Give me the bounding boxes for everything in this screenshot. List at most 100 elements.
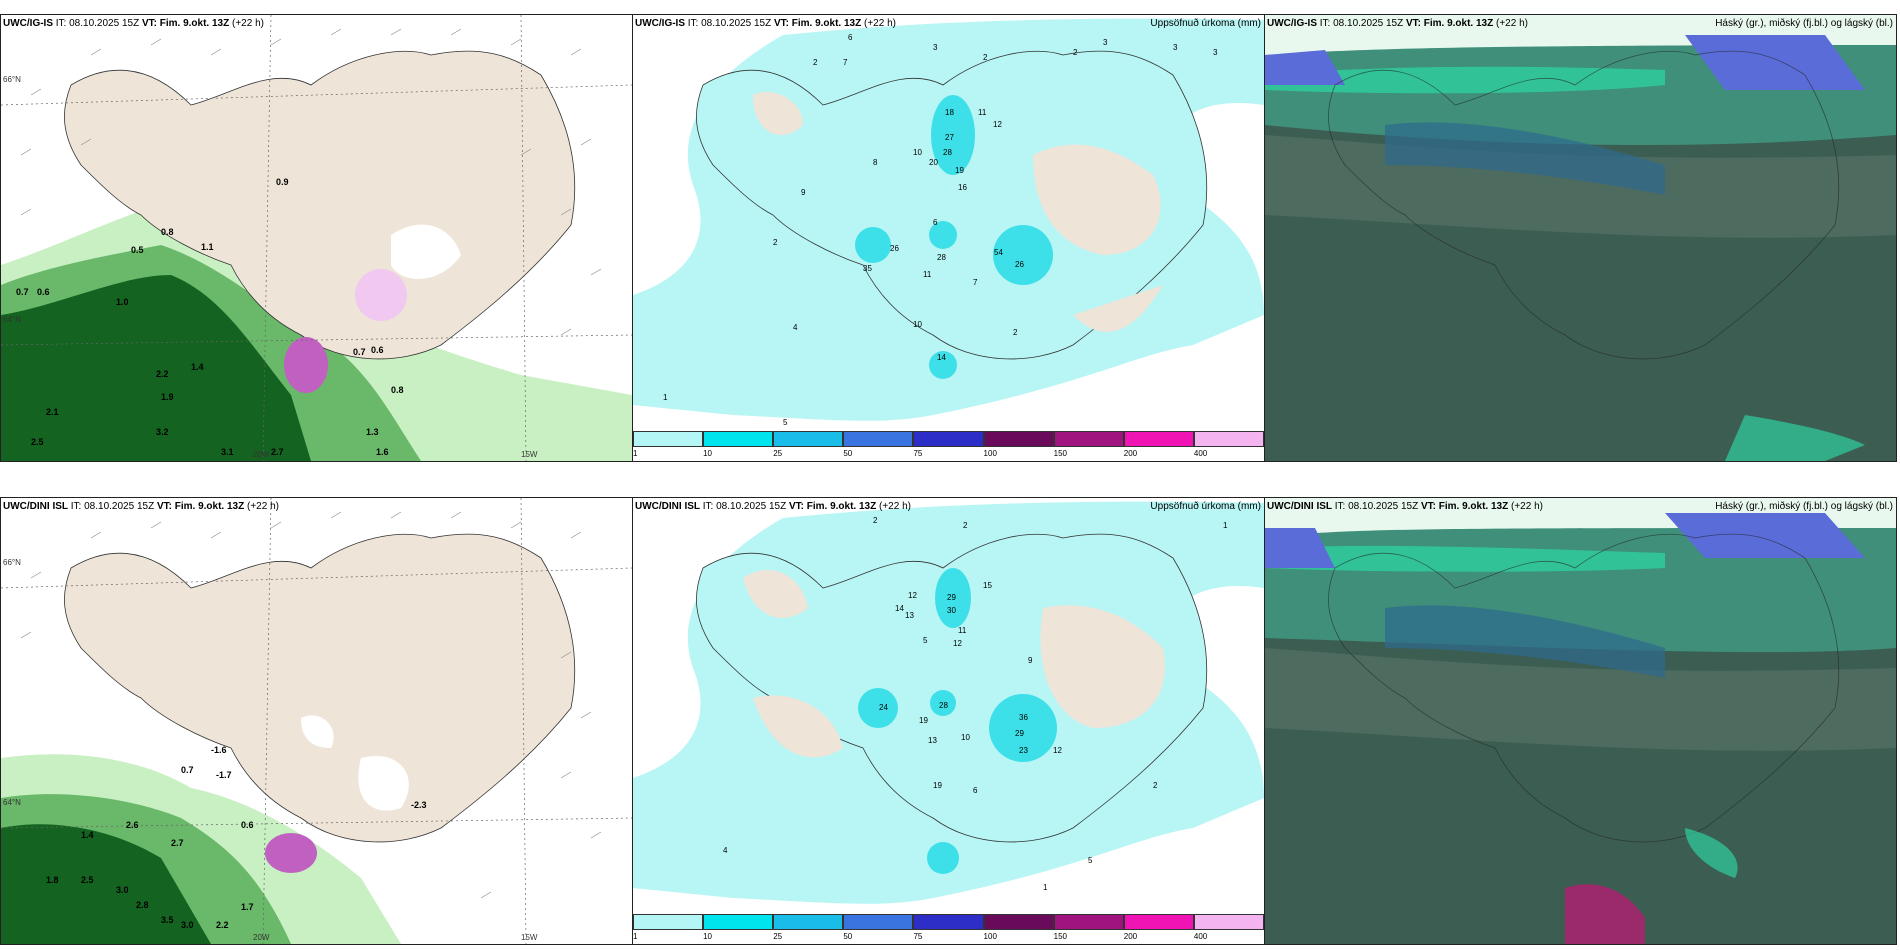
value-label: 35 (863, 264, 872, 273)
value-label: 7 (973, 278, 978, 287)
colorbar-swatch (1123, 914, 1194, 930)
colorbar-tick: 75 (913, 449, 923, 458)
panel-field-label: Uppsöfnuð úrkoma (mm) (1150, 501, 1261, 512)
colorbar-tick: 400 (1193, 932, 1208, 941)
value-label: 2 (873, 516, 878, 525)
value-label: 1.3 (366, 427, 379, 437)
colorbar: 1 10 25 50 75 100 150 200 400 (633, 431, 1264, 461)
value-label: 11 (978, 108, 987, 117)
value-label: 9 (801, 188, 806, 197)
value-label: 5 (923, 636, 928, 645)
value-label: 3.0 (181, 920, 194, 930)
panel-field-label: Háský (gr.), miðský (fj.bl.) og lágský (… (1715, 501, 1893, 512)
value-label: 3.1 (221, 447, 234, 457)
colorbar-tick: 25 (773, 932, 783, 941)
value-label: 2 (773, 238, 778, 247)
value-label: 28 (937, 253, 946, 262)
value-label: 1 (1223, 521, 1228, 530)
value-label: 5 (783, 418, 788, 427)
lon-label: 20W (253, 450, 270, 459)
value-label: 26 (1015, 260, 1024, 269)
value-label: 3 (1173, 43, 1178, 52)
value-label: 2.7 (271, 447, 284, 457)
colorbar-swatch (703, 431, 774, 447)
colorbar-tick: 200 (1123, 449, 1138, 458)
value-label: -2.3 (411, 800, 427, 810)
value-label: 19 (933, 781, 942, 790)
colorbar-tick: 150 (1053, 932, 1068, 941)
value-label: 14 (895, 604, 904, 613)
value-label: 8 (873, 158, 878, 167)
value-label: 0.7 (181, 765, 194, 775)
value-label: 6 (973, 786, 978, 795)
colorbar-tick: 50 (843, 449, 853, 458)
value-label: 12 (993, 120, 1002, 129)
colorbar-tick: 100 (983, 449, 997, 458)
colorbar-swatch (843, 431, 914, 447)
colorbar-swatch (983, 914, 1054, 930)
colorbar-tick: 10 (703, 449, 713, 458)
colorbar-tick: 1 (633, 932, 638, 941)
colorbar-tick: 150 (1053, 449, 1068, 458)
map-panel-igis-clouds: UWC/IG-IS IT: 08.10.2025 15Z VT: Fim. 9.… (1264, 14, 1897, 462)
wind-values: 0.9 0.8 0.5 1.1 0.7 0.6 1.0 2.2 1.4 1.9 … (16, 177, 404, 457)
precip-values: 6 3 2 2 3 3 3 2 7 18 27 28 20 19 16 11 1… (663, 33, 1218, 427)
value-label: 2 (1073, 48, 1078, 57)
value-label: 10 (913, 148, 922, 157)
value-label: 2.5 (31, 437, 44, 447)
value-label: 3.5 (161, 915, 174, 925)
wind-map: -1.6 0.7 -1.7 -2.3 2.6 2.7 1.8 2.5 3.0 2… (1, 498, 632, 944)
value-label: 12 (953, 639, 962, 648)
colorbar-swatch (773, 914, 844, 930)
value-label: 2.7 (171, 838, 184, 848)
value-label: 0.8 (161, 227, 174, 237)
value-label: 3 (933, 43, 938, 52)
lon-label: 15W (521, 450, 538, 459)
value-label: 3.2 (156, 427, 169, 437)
value-label: -1.7 (216, 770, 232, 780)
colorbar-tick: 75 (913, 932, 923, 941)
colorbar-tick: 25 (773, 449, 783, 458)
colorbar-tick: 10 (703, 932, 713, 941)
value-label: 1.0 (116, 297, 129, 307)
precip-values: 2 2 1 12 29 30 15 14 13 11 12 5 36 29 28… (723, 516, 1228, 892)
value-label: 3 (1103, 38, 1108, 47)
value-label: 13 (928, 736, 937, 745)
value-label: 15 (983, 581, 992, 590)
value-label: 2.6 (126, 820, 139, 830)
value-label: 0.5 (131, 245, 144, 255)
value-label: 13 (905, 611, 914, 620)
cloud-map (1265, 15, 1896, 461)
value-label: 19 (919, 716, 928, 725)
value-label: 27 (945, 133, 954, 142)
value-label: 1.6 (376, 447, 389, 457)
value-label: 11 (958, 626, 967, 635)
map-panel-igis-wind: UWC/IG-IS IT: 08.10.2025 15Z VT: Fim. 9.… (0, 14, 633, 462)
colorbar-tick: 400 (1193, 449, 1208, 458)
value-label: 26 (890, 244, 899, 253)
value-label: 18 (945, 108, 954, 117)
value-label: 10 (961, 733, 970, 742)
value-label: 1 (1043, 883, 1048, 892)
colorbar-swatch (913, 914, 984, 930)
value-label: 2.5 (81, 875, 94, 885)
value-label: 7 (843, 58, 848, 67)
value-label: 1.4 (191, 362, 204, 372)
colorbar-tick: 200 (1123, 932, 1138, 941)
value-label: 29 (1015, 729, 1024, 738)
value-label: 1.4 (81, 830, 94, 840)
panel-field-label: Háský (gr.), miðský (fj.bl.) og lágský (… (1715, 18, 1893, 29)
value-label: 6 (933, 218, 938, 227)
panel-title: UWC/DINI ISL IT: 08.10.2025 15Z VT: Fim.… (1267, 501, 1543, 512)
value-label: 0.7 (353, 347, 366, 357)
value-label: -1.6 (211, 745, 227, 755)
value-label: 2 (963, 521, 968, 530)
cloud-map (1265, 498, 1896, 944)
value-label: 3.0 (116, 885, 129, 895)
colorbar-swatch (703, 914, 774, 930)
value-label: 5 (1088, 856, 1093, 865)
colorbar-swatch (1123, 431, 1194, 447)
lat-label: 64°N (3, 798, 21, 807)
value-label: 54 (994, 248, 1003, 257)
value-label: 11 (923, 270, 932, 279)
